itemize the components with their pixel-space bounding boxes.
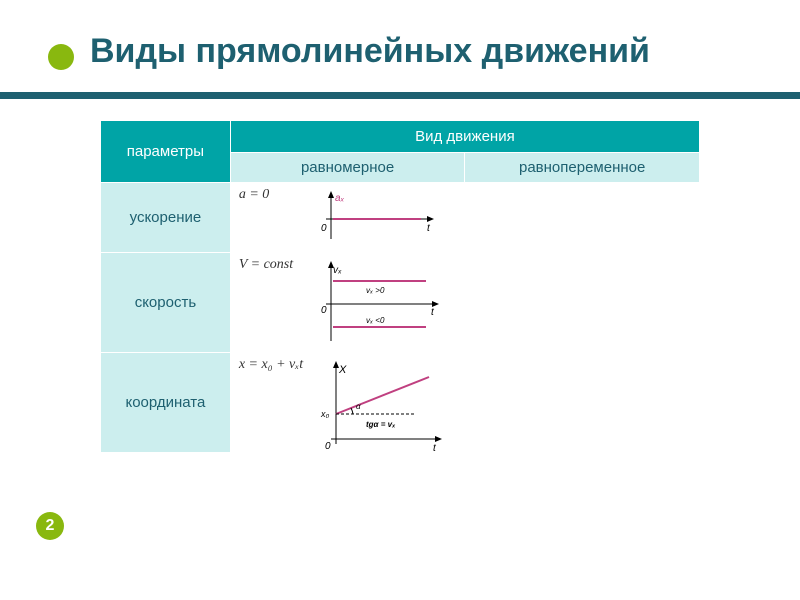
formula-v-const: V = const <box>239 257 293 273</box>
header-motion-type: Вид движения <box>230 121 699 153</box>
pos-label: vₓ >0 <box>366 286 385 295</box>
cell-acceleration-uniform: a = 0 aₓ t 0 <box>230 183 465 253</box>
header-parameters: параметры <box>101 121 231 183</box>
cell-coordinate-uniform: x = x₀ + vₓt X x₀ α tgα = vₓ t <box>230 353 465 453</box>
page-number-badge: 2 <box>36 512 64 540</box>
row-velocity-label: скорость <box>101 253 231 353</box>
y-axis-label: aₓ <box>335 193 345 204</box>
graph-acceleration-icon: aₓ t 0 <box>311 189 441 249</box>
x-axis-label: t <box>433 443 437 454</box>
slide: Виды прямолинейных движений параметры Ви… <box>0 0 800 600</box>
title-bullet-icon <box>48 44 74 70</box>
page-number: 2 <box>46 517 55 535</box>
neg-label: vₓ <0 <box>366 316 385 325</box>
graph-velocity-icon: vₓ vₓ >0 vₓ <0 t 0 <box>311 259 451 349</box>
angle-label: α <box>356 402 361 411</box>
title-underline <box>0 92 800 99</box>
x-axis-label: t <box>431 307 435 318</box>
motion-table: параметры Вид движения равномерное равно… <box>100 120 700 453</box>
slide-title: Виды прямолинейных движений <box>90 32 650 71</box>
cell-acceleration-variable <box>465 183 700 253</box>
origin-label: 0 <box>321 223 327 234</box>
y-axis-label: X <box>338 364 347 376</box>
cell-velocity-uniform: V = const vₓ vₓ >0 vₓ <0 t 0 <box>230 253 465 353</box>
formula-a-zero: a = 0 <box>239 187 269 203</box>
cell-velocity-variable <box>465 253 700 353</box>
subheader-uniform: равномерное <box>230 153 465 183</box>
subheader-variable: равнопеременное <box>465 153 700 183</box>
y-axis-label: vₓ <box>333 265 342 276</box>
formula-x: x = x₀ + vₓt <box>239 357 303 373</box>
graph-coordinate-icon: X x₀ α tgα = vₓ t 0 <box>311 359 451 454</box>
origin-label: 0 <box>321 305 327 316</box>
origin-label: 0 <box>325 441 331 452</box>
cell-coordinate-variable <box>465 353 700 453</box>
x-axis-label: t <box>427 223 431 234</box>
row-acceleration-label: ускорение <box>101 183 231 253</box>
row-coordinate-label: координата <box>101 353 231 453</box>
x0-label: x₀ <box>320 409 330 419</box>
tan-label: tgα = vₓ <box>366 420 396 429</box>
